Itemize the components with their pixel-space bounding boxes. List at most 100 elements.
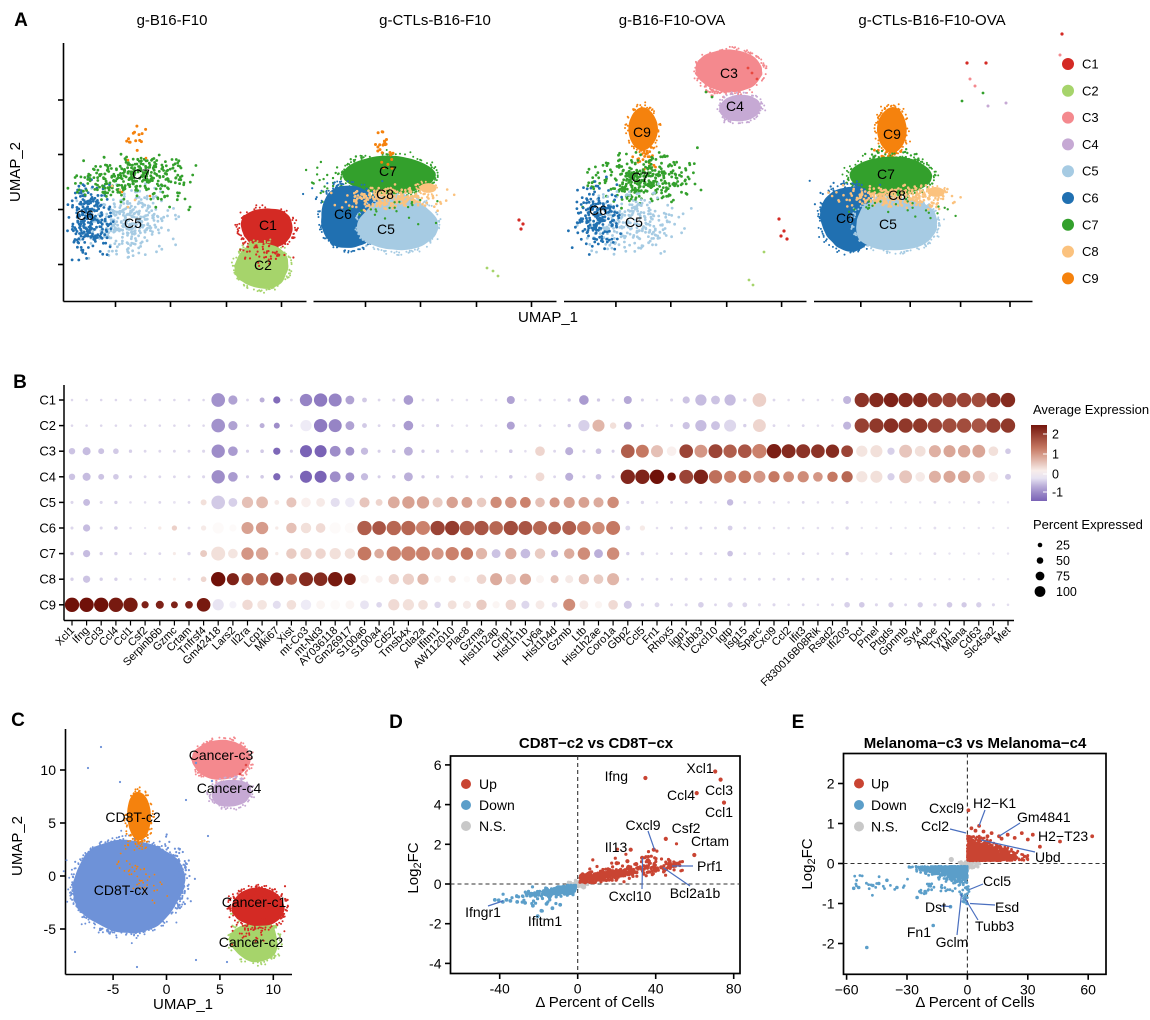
svg-text:Ubd: Ubd — [1035, 849, 1061, 865]
svg-text:C4: C4 — [726, 98, 744, 114]
svg-text:Cancer-c1: Cancer-c1 — [222, 894, 287, 910]
svg-text:Ccl2: Ccl2 — [921, 818, 949, 834]
svg-text:CD8T−c2 vs CD8T−cx: CD8T−c2 vs CD8T−cx — [519, 735, 674, 752]
svg-text:Cxcl9: Cxcl9 — [929, 800, 964, 816]
svg-text:C5: C5 — [625, 214, 643, 230]
svg-text:Log2FC: Log2FC — [799, 838, 818, 889]
svg-text:C6: C6 — [76, 207, 94, 223]
svg-text:C7: C7 — [379, 163, 397, 179]
svg-text:C1: C1 — [259, 217, 277, 233]
svg-text:0: 0 — [964, 981, 972, 997]
svg-text:Ccl4: Ccl4 — [667, 787, 695, 803]
svg-text:Down: Down — [479, 797, 515, 813]
svg-text:C6: C6 — [39, 521, 56, 536]
svg-text:C6: C6 — [1082, 191, 1099, 206]
svg-text:6: 6 — [434, 757, 442, 773]
svg-text:C7: C7 — [1082, 217, 1099, 232]
svg-text:Bcl2a1b: Bcl2a1b — [670, 885, 721, 901]
svg-text:Gclm: Gclm — [936, 934, 969, 950]
svg-text:4: 4 — [434, 797, 442, 813]
svg-text:Cancer-c4: Cancer-c4 — [197, 780, 262, 796]
svg-text:-5: -5 — [44, 921, 57, 937]
svg-text:−60: −60 — [835, 981, 859, 997]
svg-text:C8: C8 — [39, 572, 56, 587]
svg-text:C4: C4 — [1082, 137, 1099, 152]
svg-text:−30: −30 — [895, 981, 919, 997]
svg-text:Ccl1: Ccl1 — [705, 804, 733, 820]
svg-text:Up: Up — [479, 776, 497, 792]
svg-text:80: 80 — [726, 981, 742, 997]
svg-text:C4: C4 — [39, 469, 56, 484]
svg-text:Tubb3: Tubb3 — [975, 918, 1014, 934]
svg-text:Cxcl9: Cxcl9 — [625, 817, 660, 833]
svg-text:40: 40 — [648, 981, 664, 997]
svg-text:C9: C9 — [883, 126, 901, 142]
svg-text:Down: Down — [871, 797, 907, 813]
svg-text:D: D — [389, 712, 403, 733]
svg-text:75: 75 — [1056, 570, 1070, 584]
svg-text:-4: -4 — [429, 955, 442, 971]
svg-text:Ifitm1: Ifitm1 — [528, 913, 562, 929]
svg-text:5: 5 — [48, 815, 56, 831]
svg-text:C2: C2 — [1082, 83, 1099, 98]
svg-text:0: 0 — [163, 981, 171, 997]
svg-text:-1: -1 — [822, 896, 835, 912]
svg-text:Δ Percent of Cells: Δ Percent of Cells — [535, 994, 654, 1011]
svg-text:C9: C9 — [39, 597, 56, 612]
svg-text:C6: C6 — [589, 202, 607, 218]
svg-text:N.S.: N.S. — [871, 819, 898, 835]
svg-text:C6: C6 — [334, 206, 352, 222]
svg-text:g-B16-F10: g-B16-F10 — [137, 12, 208, 29]
svg-text:10: 10 — [266, 981, 282, 997]
svg-text:g-B16-F10-OVA: g-B16-F10-OVA — [619, 12, 725, 29]
svg-text:2: 2 — [434, 836, 442, 852]
svg-text:-2: -2 — [822, 936, 835, 952]
svg-text:0: 0 — [574, 981, 582, 997]
svg-text:C: C — [11, 710, 25, 731]
svg-text:Log2FC: Log2FC — [405, 842, 424, 893]
svg-text:C9: C9 — [633, 124, 651, 140]
svg-text:Cancer-c3: Cancer-c3 — [189, 747, 254, 763]
svg-text:C3: C3 — [39, 444, 56, 459]
svg-text:1: 1 — [1052, 448, 1059, 462]
svg-text:30: 30 — [1020, 981, 1036, 997]
svg-text:Ccl5: Ccl5 — [983, 873, 1011, 889]
svg-text:C6: C6 — [836, 210, 854, 226]
svg-text:2: 2 — [1052, 428, 1059, 442]
svg-text:Crtam: Crtam — [691, 833, 729, 849]
svg-text:UMAP_1: UMAP_1 — [153, 996, 213, 1013]
svg-text:Ccl3: Ccl3 — [705, 782, 733, 798]
svg-text:1: 1 — [827, 816, 835, 832]
svg-text:Percent Expressed: Percent Expressed — [1033, 517, 1143, 532]
svg-text:Δ Percent of Cells: Δ Percent of Cells — [915, 994, 1034, 1011]
svg-text:Ifngr1: Ifngr1 — [465, 904, 501, 920]
svg-text:50: 50 — [1056, 554, 1070, 568]
svg-text:C5: C5 — [124, 215, 142, 231]
svg-text:C5: C5 — [39, 495, 56, 510]
svg-text:H2−K1: H2−K1 — [973, 795, 1016, 811]
svg-text:H2−T23: H2−T23 — [1038, 828, 1088, 844]
svg-text:UMAP_2: UMAP_2 — [9, 816, 26, 876]
svg-text:C1: C1 — [39, 393, 56, 408]
svg-text:-2: -2 — [429, 916, 442, 932]
svg-text:60: 60 — [1080, 981, 1096, 997]
svg-text:C5: C5 — [879, 216, 897, 232]
svg-text:C2: C2 — [254, 257, 272, 273]
svg-text:Average Expression: Average Expression — [1033, 402, 1149, 417]
svg-text:CD8T-c2: CD8T-c2 — [105, 809, 160, 825]
svg-text:Fn1: Fn1 — [907, 924, 931, 940]
svg-text:Csf2: Csf2 — [672, 820, 701, 836]
svg-text:Ifng: Ifng — [605, 768, 628, 784]
svg-text:N.S.: N.S. — [479, 818, 506, 834]
svg-text:0: 0 — [827, 856, 835, 872]
svg-text:B: B — [13, 372, 27, 393]
svg-text:C5: C5 — [377, 221, 395, 237]
svg-text:g-CTLs-B16-F10-OVA: g-CTLs-B16-F10-OVA — [858, 12, 1005, 29]
svg-text:Dst: Dst — [925, 899, 946, 915]
svg-text:C1: C1 — [1082, 57, 1099, 72]
svg-text:25: 25 — [1056, 539, 1070, 553]
svg-text:0: 0 — [1052, 468, 1059, 482]
svg-text:C9: C9 — [1082, 271, 1099, 286]
svg-text:C2: C2 — [39, 418, 56, 433]
svg-text:UMAP_1: UMAP_1 — [518, 309, 578, 326]
